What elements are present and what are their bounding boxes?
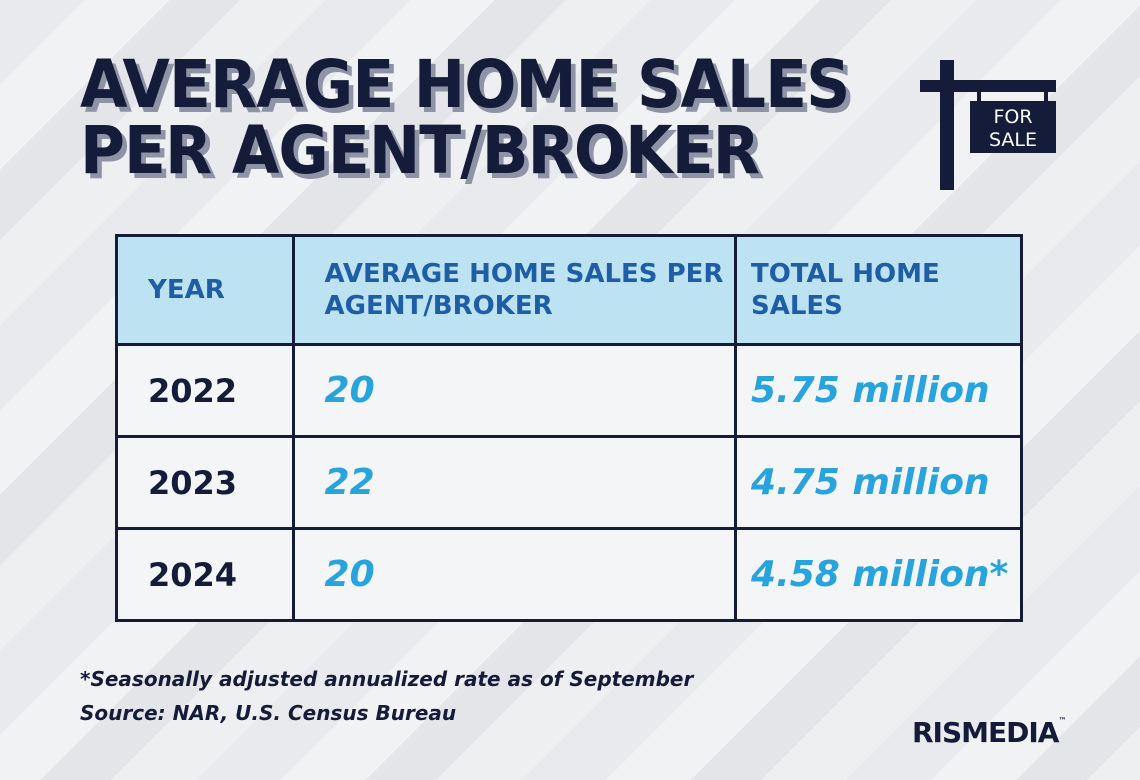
total-cell: 5.75 million — [733, 343, 1024, 438]
sign-text-sale: SALE — [989, 129, 1037, 151]
average-cell: 20 — [291, 527, 737, 622]
year-cell: 2023 — [115, 435, 295, 530]
year-cell: 2022 — [115, 343, 295, 438]
year-cell: 2024 — [115, 527, 295, 622]
table-row: 2024 20 4.58 million* — [115, 527, 1024, 622]
sign-text-for: FOR — [993, 106, 1032, 128]
average-cell: 20 — [291, 343, 737, 438]
source: Source: NAR, U.S. Census Bureau — [80, 701, 457, 725]
average-cell: 22 — [291, 435, 737, 530]
header-row: YEAR AVERAGE HOME SALES PER AGENT/BROKER… — [115, 234, 1024, 346]
table-row: 2023 22 4.75 million — [115, 435, 1024, 530]
page-title: AVERAGE HOME SALES PER AGENT/BROKER — [80, 46, 850, 189]
logo-tm: ™ — [1058, 716, 1066, 725]
notes: *Seasonally adjusted annualized rate as … — [80, 662, 693, 730]
rismedia-logo: RISMEDIA™ — [912, 716, 1066, 749]
for-sale-sign-icon: FOR SALE — [920, 60, 1056, 190]
header-total: TOTAL HOME SALES — [733, 234, 1024, 346]
footnote: *Seasonally adjusted annualized rate as … — [80, 667, 694, 691]
title-line-2: PER AGENT/BROKER — [80, 112, 760, 189]
logo-text: RISMEDIA — [912, 716, 1059, 749]
header-average: AVERAGE HOME SALES PER AGENT/BROKER — [291, 234, 737, 346]
sales-table: YEAR AVERAGE HOME SALES PER AGENT/BROKER… — [115, 234, 1024, 622]
total-cell: 4.75 million — [733, 435, 1024, 530]
table-row: 2022 20 5.75 million — [115, 343, 1024, 438]
header-year: YEAR — [115, 234, 295, 346]
title-line-1: AVERAGE HOME SALES — [80, 46, 850, 123]
total-cell: 4.58 million* — [733, 527, 1024, 622]
